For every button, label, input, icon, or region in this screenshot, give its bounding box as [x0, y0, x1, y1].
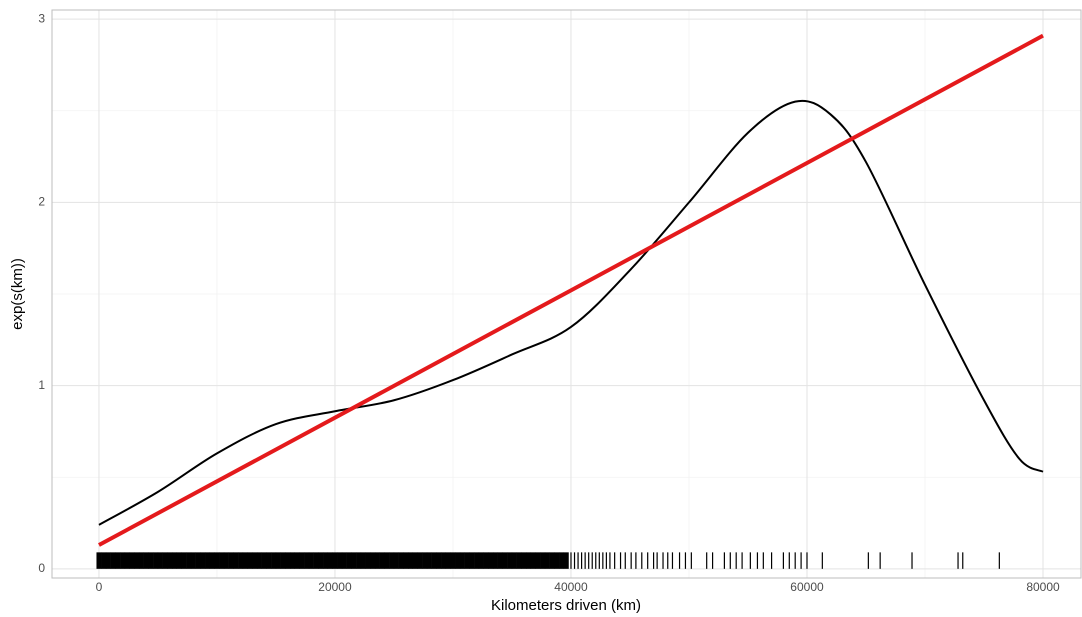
y-tick-label: 0	[38, 561, 45, 575]
x-tick-label: 40000	[554, 580, 588, 594]
x-tick-label: 0	[96, 580, 103, 594]
x-tick-label: 60000	[790, 580, 824, 594]
x-axis-title: Kilometers driven (km)	[491, 597, 641, 614]
x-tick-label: 80000	[1026, 580, 1060, 594]
x-tick-label: 20000	[318, 580, 352, 594]
line-smooth	[98, 99, 1044, 526]
marks	[96, 33, 1044, 569]
y-axis-title: exp(s(km))	[9, 258, 26, 330]
y-tick-label: 1	[38, 378, 45, 392]
y-tick-label: 3	[38, 11, 45, 25]
y-tick-label: 2	[38, 195, 45, 209]
panel-border	[51, 9, 1082, 579]
line-linear	[98, 33, 1044, 547]
